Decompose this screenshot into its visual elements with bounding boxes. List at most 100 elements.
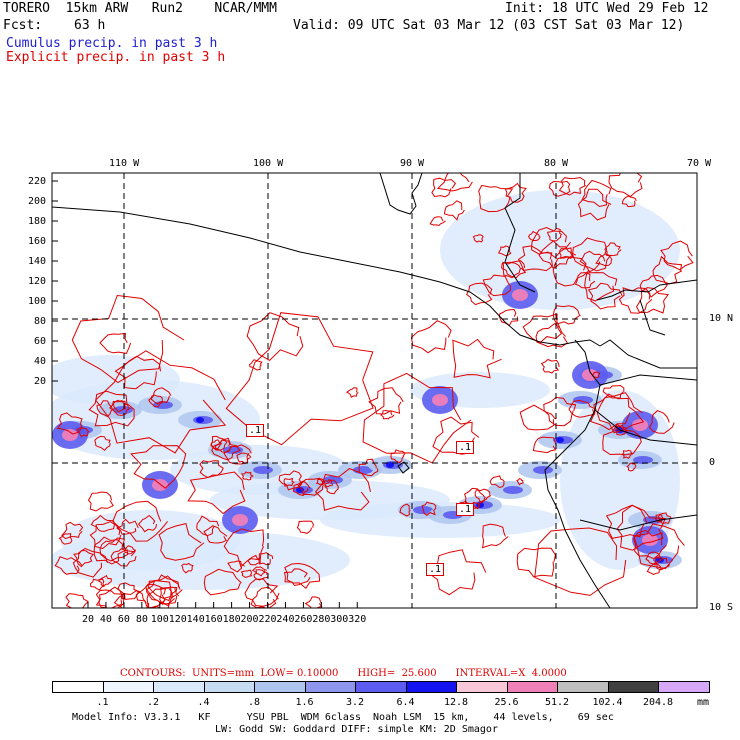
precip-contour	[605, 504, 648, 539]
x-tick-label: 60	[117, 614, 130, 625]
x-tick-label: 120	[168, 614, 187, 625]
scale-swatch	[658, 681, 710, 693]
precip-contour	[535, 322, 568, 348]
precip-contour	[602, 384, 625, 399]
precip-contour	[472, 234, 484, 243]
scale-swatch	[456, 681, 508, 693]
precip-contour	[99, 332, 132, 354]
precip-cell	[232, 514, 248, 526]
precip-contour	[214, 439, 231, 453]
y-tick-label: 20	[33, 376, 46, 387]
precip-contour	[112, 500, 168, 542]
scale-swatch	[102, 681, 154, 693]
precip-contour	[65, 593, 89, 608]
precip-contour	[113, 590, 150, 608]
precip-contour	[158, 522, 205, 561]
precip-contour	[602, 423, 642, 456]
precip-contour	[429, 216, 446, 227]
precip-contour	[196, 515, 220, 537]
x-tick-label: 220	[258, 614, 277, 625]
precip-contour	[61, 521, 84, 540]
cumulus-precip-layer	[52, 190, 682, 590]
x-tick-label: 320	[348, 614, 367, 625]
precip-contour	[362, 372, 472, 464]
precip-contour	[90, 514, 116, 532]
precip-contour	[211, 437, 241, 461]
precip-contour	[109, 399, 131, 416]
precip-contour	[278, 470, 303, 491]
x-tick-label: 160	[204, 614, 223, 625]
model-info-physics: LW: Godd SW: Goddard DIFF: simple KM: 2D…	[215, 724, 498, 735]
precip-contour	[240, 471, 254, 481]
lon-label-80w: 80 W	[544, 158, 569, 169]
precip-contour	[660, 240, 694, 271]
precip-contour	[596, 392, 645, 434]
precip-contour	[251, 566, 267, 577]
scale-label: .2	[146, 697, 160, 708]
precip-cell	[533, 466, 553, 474]
precip-contour	[421, 501, 437, 516]
y-tick-label: 80	[33, 316, 46, 327]
cumulus-legend: Cumulus precip. in past 3 h	[6, 36, 218, 51]
precip-contour	[117, 582, 141, 600]
precip-contour	[516, 547, 556, 578]
precip-contour	[587, 282, 623, 310]
scale-label: .4	[197, 697, 210, 708]
precip-contour	[297, 477, 324, 496]
contour-label: .1	[456, 441, 475, 454]
precip-contour	[110, 547, 137, 567]
precip-contour	[534, 527, 627, 596]
precip-contour	[568, 399, 597, 418]
precip-contour	[203, 568, 242, 596]
scale-swatch	[355, 681, 407, 693]
precip-contour	[56, 412, 83, 435]
precip-contour	[552, 305, 581, 325]
precip-contour	[58, 533, 73, 545]
precip-contour	[530, 226, 571, 259]
precip-contour	[532, 436, 557, 454]
precip-contour	[130, 445, 187, 489]
precip-cell	[633, 456, 653, 464]
lat-label-10s: 10 S	[709, 602, 734, 613]
precip-contour	[639, 274, 668, 298]
precip-contour	[489, 475, 505, 489]
precip-contour	[72, 547, 108, 578]
precip-contour	[112, 399, 127, 413]
precip-contour	[540, 358, 560, 374]
precip-contour	[498, 308, 519, 327]
x-tick-label: 240	[276, 614, 295, 625]
precip-contour	[71, 294, 185, 384]
precip-cell	[62, 429, 78, 441]
precip-contour	[248, 359, 263, 371]
contour-label: .1	[456, 503, 475, 516]
precip-cell	[556, 437, 564, 443]
model-title: TORERO 15km ARW Run2 NCAR/MMM	[3, 1, 277, 16]
contours-info: CONTOURS: UNITS=mm LOW= 0.10000 HIGH= 25…	[120, 668, 567, 679]
lon-label-100w: 100 W	[253, 158, 284, 169]
precip-contour	[225, 312, 374, 446]
contour-label: .1	[426, 563, 445, 576]
precip-contour	[577, 188, 612, 221]
scale-label: 12.8	[443, 697, 469, 708]
precip-contour	[646, 562, 664, 575]
y-tick-label: 100	[27, 296, 46, 307]
precip-contour	[410, 320, 452, 354]
precip-contour	[135, 583, 167, 608]
x-tick-label: 200	[240, 614, 259, 625]
explicit-precip-contours	[54, 173, 694, 608]
precip-contour	[148, 394, 163, 408]
precip-contour	[584, 272, 618, 302]
scale-label: 51.2	[544, 697, 570, 708]
precip-contour	[604, 242, 622, 256]
precip-contour	[99, 537, 129, 562]
precip-contour	[246, 312, 304, 362]
y-tick-label: 120	[27, 276, 46, 287]
precip-contour	[146, 587, 175, 608]
precip-cell	[296, 487, 304, 493]
scale-label: 3.2	[345, 697, 365, 708]
precip-contour	[618, 287, 653, 314]
scale-label: 6.4	[396, 697, 415, 708]
precip-contour	[633, 529, 667, 560]
precip-contour	[315, 478, 325, 486]
precip-contour	[452, 338, 502, 379]
